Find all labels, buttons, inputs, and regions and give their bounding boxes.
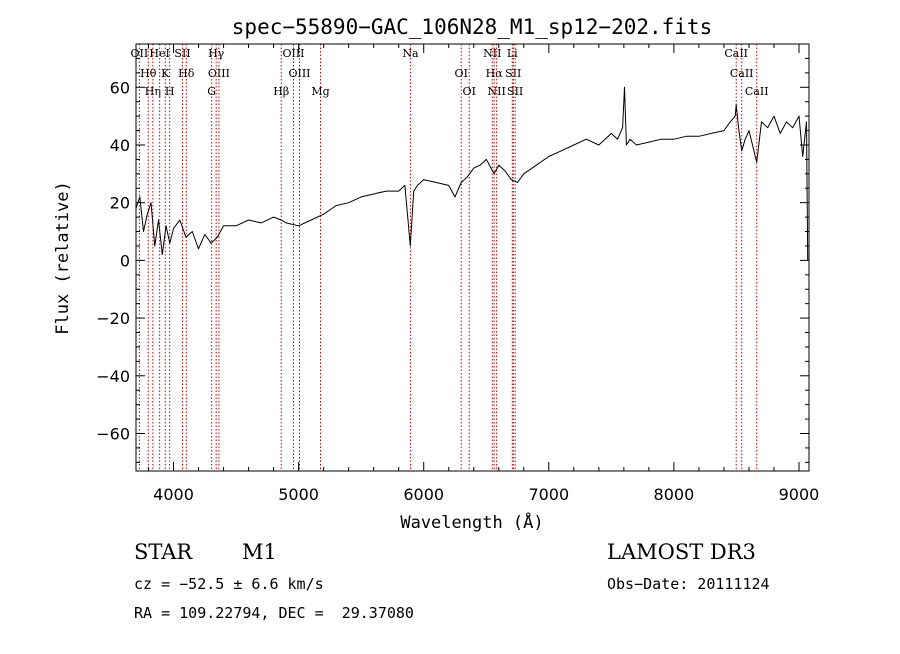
line-label: Na <box>402 47 419 60</box>
x-axis-label: Wavelength (Å) <box>400 511 543 533</box>
line-label: Hγ <box>208 47 225 60</box>
line-label: NII <box>483 47 501 60</box>
line-label: NII <box>487 85 505 98</box>
x-tick-label: 6000 <box>403 485 444 504</box>
spectrum-series <box>135 86 809 261</box>
line-label: G <box>207 85 216 98</box>
line-label: CaII <box>724 47 748 60</box>
object-class: STAR <box>134 540 193 564</box>
line-label: OI <box>455 67 468 80</box>
object-subclass: M1 <box>242 540 277 564</box>
y-tick-label: 60 <box>110 78 130 97</box>
observation-date: Obs−Date: 20111124 <box>607 575 770 593</box>
x-tick-label: 7000 <box>528 485 569 504</box>
line-label: Hα <box>486 67 504 80</box>
x-tick-label: 5000 <box>278 485 319 504</box>
line-label: SII <box>507 85 523 98</box>
line-label: Hθ <box>140 67 157 80</box>
line-label: Hβ <box>273 85 289 98</box>
line-label: OII <box>131 47 149 60</box>
line-label: CaII <box>730 67 754 80</box>
y-tick-label: −40 <box>96 367 130 386</box>
y-tick-label: −60 <box>96 424 130 443</box>
line-label: OI <box>463 85 476 98</box>
line-label: OIII <box>288 67 310 80</box>
survey-name: LAMOST DR3 <box>607 540 756 564</box>
coordinates: RA = 109.22794, DEC = 29.37080 <box>134 604 414 622</box>
line-label: H <box>165 85 175 98</box>
y-tick-label: −20 <box>96 309 130 328</box>
line-label: OIII <box>208 67 230 80</box>
line-label: Hη <box>145 85 161 98</box>
x-tick-label: 8000 <box>654 485 695 504</box>
line-label: SII <box>505 67 521 80</box>
y-tick-label: 0 <box>120 251 130 270</box>
line-label: K <box>161 67 170 80</box>
line-label: CaII <box>745 85 769 98</box>
y-tick-label: 40 <box>110 136 130 155</box>
spectrum-line <box>135 86 809 261</box>
redshift-value: cz = −52.5 ± 6.6 km/s <box>134 575 324 593</box>
line-label: OIII <box>282 47 304 60</box>
line-label: SII <box>174 47 190 60</box>
y-tick-label: 20 <box>110 194 130 213</box>
y-axis-label: Flux (relative) <box>53 181 73 335</box>
line-label: Hδ <box>178 67 195 80</box>
axes: 4000 5000 6000 7000 8000 9000 −60 −40 −20 0 20 40 60 <box>96 44 819 504</box>
x-tick-label: 9000 <box>779 485 820 504</box>
line-label: Mg <box>311 85 329 98</box>
plot-frame <box>135 43 810 472</box>
line-label: Li <box>507 47 518 60</box>
spectral-line-markers: OIIHθHηHeIKHSIIHδGHγOIIIHβOIIIOIIIMgNaOI… <box>131 44 769 471</box>
x-tick-label: 4000 <box>153 485 194 504</box>
line-label: HeI <box>149 47 169 60</box>
chart-title: spec−55890−GAC_106N28_M1_sp12−202.fits <box>232 15 712 39</box>
